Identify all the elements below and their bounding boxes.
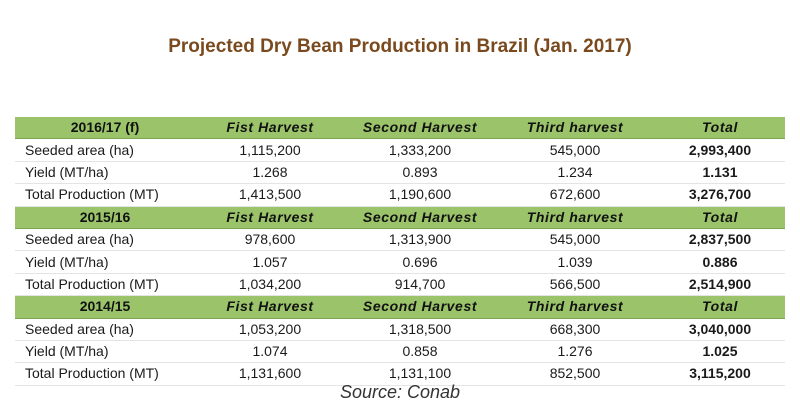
total-cell: 1.131 — [655, 161, 785, 185]
value-cell: 1.268 — [195, 161, 345, 185]
section-year: 2016/17 (f) — [15, 117, 195, 140]
row-label: Yield (MT/ha) — [15, 340, 195, 364]
section-header-row: 2016/17 (f) Fist Harvest Second Harvest Thi… — [15, 117, 785, 140]
chart-title: Projected Dry Bean Production in Brazil … — [168, 36, 632, 57]
row-label: Yield (MT/ha) — [15, 161, 195, 185]
row-label: Total Production (MT) — [15, 362, 195, 386]
value-cell: 1,034,200 — [195, 273, 345, 297]
value-cell: 1,131,600 — [195, 362, 345, 386]
section-year: 2014/15 — [15, 295, 195, 319]
value-cell: 1.276 — [495, 340, 655, 364]
total-cell: 2,993,400 — [655, 138, 785, 162]
value-cell: 1,318,500 — [345, 318, 495, 341]
value-cell: 545,000 — [495, 228, 655, 252]
value-cell: 0.893 — [345, 161, 495, 185]
total-cell: 3,040,000 — [655, 318, 785, 341]
column-header: Total — [655, 206, 785, 229]
column-header: Fist Harvest — [195, 117, 345, 140]
row-label: Yield (MT/ha) — [15, 250, 195, 274]
value-cell: 668,300 — [495, 318, 655, 341]
section-header-row: 2014/15 Fist Harvest Second Harvest Third h… — [15, 295, 785, 319]
total-cell: 1.025 — [655, 340, 785, 364]
value-cell: 1,190,600 — [345, 183, 495, 207]
value-cell: 545,000 — [495, 138, 655, 162]
table-row-seeded-area: Seeded area (ha) 978,600 1,313,900 545,000 2… — [15, 228, 785, 252]
value-cell: 914,700 — [345, 273, 495, 297]
column-header: Fist Harvest — [195, 206, 345, 229]
row-label: Total Production (MT) — [15, 183, 195, 207]
value-cell: 1,333,200 — [345, 138, 495, 162]
section-year: 2015/16 — [15, 206, 195, 229]
row-label: Seeded area (ha) — [15, 228, 195, 252]
total-cell: 2,514,900 — [655, 273, 785, 297]
value-cell: 1,053,200 — [195, 318, 345, 341]
production-table: 2016/17 (f) Fist Harvest Second Harvest Thi… — [15, 117, 785, 386]
row-label: Total Production (MT) — [15, 273, 195, 297]
value-cell: 852,500 — [495, 362, 655, 386]
row-label: Seeded area (ha) — [15, 318, 195, 341]
value-cell: 1,115,200 — [195, 138, 345, 162]
value-cell: 1,313,900 — [345, 228, 495, 252]
column-header: Second Harvest — [345, 295, 495, 319]
value-cell: 1.039 — [495, 250, 655, 274]
column-header: Second Harvest — [345, 206, 495, 229]
total-cell: 3,115,200 — [655, 362, 785, 386]
table-row-seeded-area: Seeded area (ha) 1,053,200 1,318,500 668,30… — [15, 318, 785, 341]
source-note: Source: Conab — [339, 382, 461, 402]
value-cell: 566,500 — [495, 273, 655, 297]
total-cell: 0.886 — [655, 250, 785, 274]
table-row-seeded-area: Seeded area (ha) 1,115,200 1,333,200 545,00… — [15, 138, 785, 162]
value-cell: 0.696 — [345, 250, 495, 274]
value-cell: 978,600 — [195, 228, 345, 252]
table-row-total-production: Total Production (MT) 1,131,600 1,131,100 8… — [15, 362, 785, 386]
column-header: Second Harvest — [345, 117, 495, 140]
column-header: Third harvest — [495, 117, 655, 140]
value-cell: 1.074 — [195, 340, 345, 364]
column-header: Fist Harvest — [195, 295, 345, 319]
value-cell: 1.057 — [195, 250, 345, 274]
value-cell: 1,413,500 — [195, 183, 345, 207]
value-cell: 0.858 — [345, 340, 495, 364]
total-cell: 2,837,500 — [655, 228, 785, 252]
table-row-yield: Yield (MT/ha) 1.074 0.858 1.276 1.025 — [15, 340, 785, 364]
column-header: Third harvest — [495, 295, 655, 319]
value-cell: 1.234 — [495, 161, 655, 185]
table-row-yield: Yield (MT/ha) 1.268 0.893 1.234 1.131 — [15, 161, 785, 185]
row-label: Seeded area (ha) — [15, 138, 195, 162]
value-cell: 672,600 — [495, 183, 655, 207]
table-row-yield: Yield (MT/ha) 1.057 0.696 1.039 0.886 — [15, 250, 785, 274]
value-cell: 1,131,100 — [345, 362, 495, 386]
table-row-total-production: Total Production (MT) 1,034,200 914,700 566… — [15, 273, 785, 297]
column-header: Total — [655, 295, 785, 319]
section-header-row: 2015/16 Fist Harvest Second Harvest Third h… — [15, 206, 785, 229]
table-row-total-production: Total Production (MT) 1,413,500 1,190,600 6… — [15, 183, 785, 207]
column-header: Third harvest — [495, 206, 655, 229]
total-cell: 3,276,700 — [655, 183, 785, 207]
column-header: Total — [655, 117, 785, 140]
